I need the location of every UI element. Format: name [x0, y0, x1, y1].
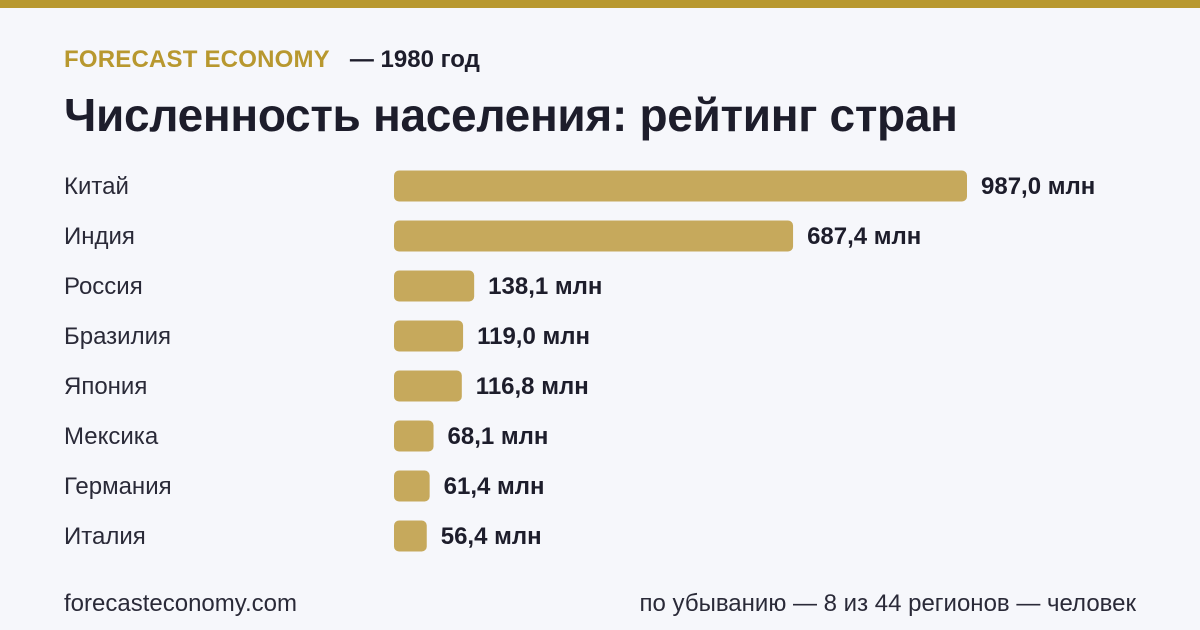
bar — [394, 170, 967, 202]
bar — [394, 220, 794, 252]
value-label: 116,8 млн — [476, 373, 589, 400]
header-brand-line: FORECAST ECONOMY — 1980 год — [64, 46, 480, 74]
value-label: 56,4 млн — [441, 523, 542, 550]
value-label: 68,1 млн — [448, 423, 549, 450]
bar — [394, 470, 430, 502]
category-label: Индия — [64, 223, 135, 250]
value-label: 987,0 млн — [981, 173, 1095, 200]
bar — [394, 520, 427, 552]
category-label: Мексика — [64, 423, 159, 450]
category-label: Италия — [64, 523, 146, 550]
value-label: 687,4 млн — [807, 223, 921, 250]
bar — [394, 370, 462, 402]
footer-site: forecasteconomy.com — [64, 590, 297, 617]
category-label: Россия — [64, 273, 143, 300]
value-label: 119,0 млн — [477, 323, 590, 350]
category-label: Бразилия — [64, 323, 171, 350]
category-label: Китай — [64, 173, 129, 200]
bar — [394, 320, 464, 352]
top-accent-stripe — [0, 0, 1200, 8]
bar — [394, 420, 434, 452]
footer-note: по убыванию — 8 из 44 регионов — человек — [639, 590, 1136, 617]
category-label: Германия — [64, 473, 172, 500]
page-title: Численность населения: рейтинг стран — [64, 89, 958, 141]
bar — [394, 270, 475, 302]
year-label: — 1980 год — [349, 46, 480, 73]
value-label: 61,4 млн — [444, 473, 545, 500]
brand-name: FORECAST ECONOMY — [64, 46, 330, 73]
category-label: Япония — [64, 373, 147, 400]
value-label: 138,1 млн — [488, 273, 602, 300]
